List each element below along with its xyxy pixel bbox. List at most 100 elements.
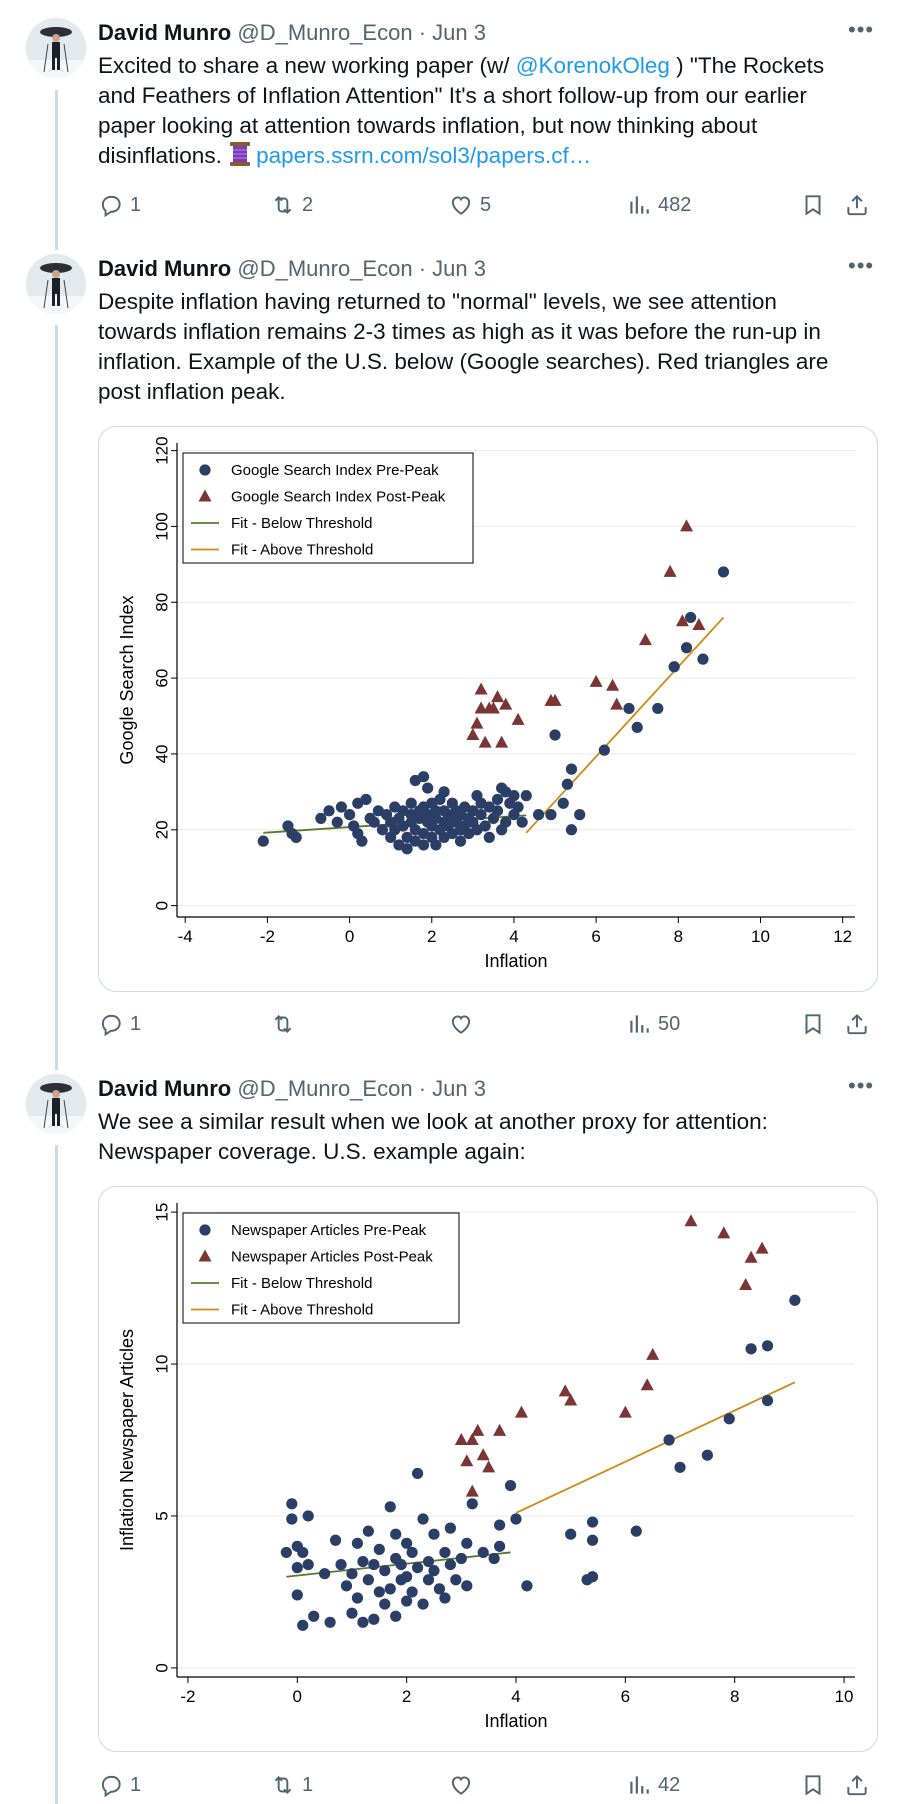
y-tick-label: 120: [152, 436, 171, 464]
heart-icon: [451, 1776, 471, 1795]
pre-peak-point: [286, 1498, 298, 1510]
repost-button[interactable]: 2: [270, 188, 313, 222]
y-tick-label: 0: [152, 1663, 171, 1672]
x-tick-label: 6: [621, 1687, 630, 1706]
author-handle[interactable]: @D_Munro_Econ: [237, 1076, 413, 1101]
post-peak-point: [486, 701, 500, 714]
reply-button[interactable]: 1: [98, 188, 141, 222]
pre-peak-point: [565, 1528, 577, 1540]
pre-peak-point: [761, 1394, 774, 1407]
pre-peak-point: [574, 809, 586, 821]
post-peak-point: [474, 701, 488, 714]
views-button[interactable]: 42: [626, 1768, 680, 1802]
pre-peak-point: [297, 1546, 309, 1559]
author-name[interactable]: David Munro: [98, 20, 232, 45]
views-button[interactable]: 482: [626, 188, 691, 222]
share-button[interactable]: [844, 1768, 870, 1802]
more-options-icon[interactable]: •••: [848, 1073, 875, 1098]
views-count: 482: [658, 193, 692, 216]
y-tick-label: 20: [152, 820, 171, 839]
pre-peak-point: [466, 1498, 478, 1510]
pre-peak-point: [357, 1616, 369, 1628]
action-bar: 1 2 5 482: [98, 188, 878, 222]
like-button[interactable]: [448, 1768, 480, 1802]
chart-image[interactable]: -2 0 2 4 6 8 10 0 5 10 15 Inflation Inflation Newspa…: [98, 1186, 878, 1752]
y-tick-label: 80: [152, 593, 171, 612]
mention-link[interactable]: @KorenokOleg: [515, 53, 670, 78]
tweet-header: David Munro @D_Munro_Econ · Jun 3: [98, 1075, 486, 1103]
post-peak-point: [610, 697, 624, 710]
pre-peak-point: [379, 1565, 391, 1577]
bookmark-button[interactable]: [800, 1768, 826, 1802]
avatar[interactable]: [26, 1074, 86, 1134]
pre-peak-point: [368, 816, 380, 828]
author-handle[interactable]: @D_Munro_Econ: [237, 20, 413, 45]
more-options-icon[interactable]: •••: [848, 253, 875, 278]
x-tick-label: -2: [180, 1687, 195, 1706]
post-peak-point: [511, 712, 525, 725]
tweet-date[interactable]: Jun 3: [432, 1076, 486, 1101]
legend-marker: [199, 464, 211, 476]
fit-line: [525, 616, 725, 834]
bookmark-button[interactable]: [800, 188, 826, 222]
bookmark-button[interactable]: [800, 1007, 826, 1041]
tweet-date[interactable]: Jun 3: [432, 256, 486, 281]
tweet-date[interactable]: Jun 3: [432, 20, 486, 45]
pre-peak-point: [308, 1610, 320, 1622]
pre-peak-point: [508, 790, 520, 802]
pre-peak-point: [362, 1525, 374, 1537]
author-name[interactable]: David Munro: [98, 256, 232, 281]
post-peak-point: [618, 1405, 632, 1418]
pre-peak-point: [329, 1534, 342, 1546]
reply-button[interactable]: 1: [98, 1007, 141, 1041]
pre-peak-point: [280, 1546, 292, 1559]
avatar[interactable]: [26, 254, 86, 314]
pre-peak-point: [346, 1568, 358, 1580]
reply-button[interactable]: 1: [98, 1768, 141, 1802]
pre-peak-point: [291, 1589, 303, 1601]
reply-icon: [101, 1775, 121, 1798]
share-button[interactable]: [844, 188, 870, 222]
author-name[interactable]: David Munro: [98, 1076, 232, 1101]
paper-link[interactable]: papers.ssrn.com/sol3/papers.cf…: [256, 143, 592, 168]
views-button[interactable]: 50: [626, 1007, 680, 1041]
pre-peak-point: [493, 1519, 506, 1531]
post-peak-point: [638, 633, 652, 646]
repost-icon: [274, 1776, 292, 1794]
like-button[interactable]: 5: [448, 188, 491, 222]
pre-peak-point: [290, 831, 302, 843]
pre-peak-point: [401, 1537, 413, 1549]
reply-icon: [101, 1014, 121, 1037]
pre-peak-point: [475, 809, 487, 821]
more-options-icon[interactable]: •••: [848, 17, 875, 42]
fit-line: [515, 1381, 796, 1514]
legend-label: Google Search Index Pre-Peak: [231, 462, 439, 479]
y-tick-label: 60: [152, 669, 171, 688]
pre-peak-point: [315, 812, 327, 825]
author-handle[interactable]: @D_Munro_Econ: [237, 256, 413, 281]
post-peak-point: [717, 1226, 731, 1239]
post-peak-point: [471, 1423, 485, 1436]
share-button[interactable]: [844, 1007, 870, 1041]
bookmark-icon: [805, 1775, 821, 1796]
avatar[interactable]: [26, 18, 86, 78]
legend-box: [182, 1212, 460, 1324]
pre-peak-point: [368, 1558, 380, 1571]
chart-image[interactable]: -4 -2 0 2 4 6 8 10 12 0 20 40 60 80 100 120 Inflation Goo…: [98, 426, 878, 992]
post-peak-point: [460, 1454, 474, 1467]
like-button[interactable]: [448, 1007, 480, 1041]
pre-peak-point: [351, 1537, 364, 1549]
x-tick-label: 8: [730, 1687, 739, 1706]
repost-button[interactable]: 1: [270, 1768, 313, 1802]
pre-peak-point: [302, 1558, 314, 1571]
pre-peak-point: [680, 642, 693, 654]
post-peak-point: [476, 1448, 490, 1461]
repost-button[interactable]: [270, 1007, 302, 1041]
pre-peak-point: [433, 1583, 446, 1595]
thread-line: [55, 1145, 58, 1804]
pre-peak-point: [417, 771, 430, 783]
pre-peak-point: [701, 1449, 713, 1461]
pre-peak-point: [438, 786, 450, 798]
pre-peak-point: [340, 1580, 353, 1592]
pre-peak-point: [395, 1558, 407, 1571]
